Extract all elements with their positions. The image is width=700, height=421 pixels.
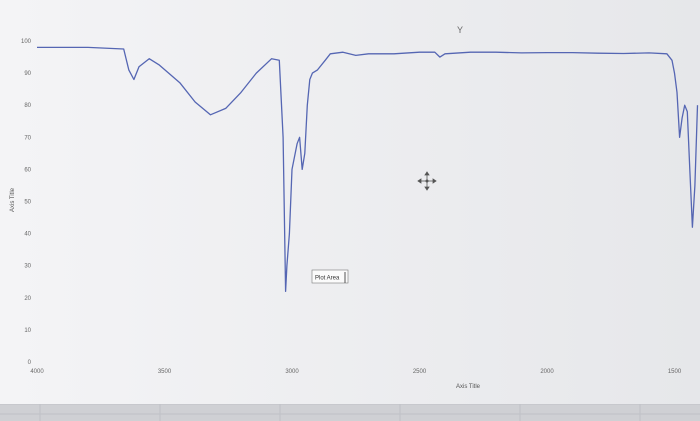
y-tick-label: 50 xyxy=(24,200,31,206)
y-axis-title[interactable]: Axis Title xyxy=(10,187,16,212)
y-tick-label: 70 xyxy=(24,135,31,141)
series-line[interactable] xyxy=(37,46,699,293)
y-tick-label: 60 xyxy=(24,167,31,173)
svg-text:Plot Area: Plot Area xyxy=(315,276,340,282)
x-tick-label: 2000 xyxy=(540,369,554,375)
y-tick-label: 80 xyxy=(24,103,31,109)
plot-area-tooltip: Plot Area xyxy=(311,269,349,284)
chart-title[interactable]: Y xyxy=(457,25,463,35)
x-axis-title[interactable]: Axis Title xyxy=(456,384,481,390)
x-tick-label: 1500 xyxy=(668,369,682,375)
x-axis-tick-labels: 4000 3500 3000 2500 2000 1500 xyxy=(30,369,682,375)
y-tick-label: 90 xyxy=(24,71,31,77)
chart-area[interactable] xyxy=(0,0,700,404)
move-cursor-icon xyxy=(417,171,437,191)
spreadsheet-grid xyxy=(0,403,700,421)
y-tick-label: 100 xyxy=(21,39,32,45)
y-tick-label: 10 xyxy=(24,328,31,334)
x-tick-label: 2500 xyxy=(413,369,427,375)
x-tick-label: 3500 xyxy=(158,369,172,375)
y-axis-tick-labels: 0 10 20 30 40 50 60 70 80 90 100 xyxy=(21,39,32,366)
y-tick-label: 30 xyxy=(24,264,31,270)
x-tick-label: 4000 xyxy=(30,369,44,375)
y-tick-label: 40 xyxy=(24,232,31,238)
x-tick-label: 3000 xyxy=(285,369,299,375)
y-tick-label: 20 xyxy=(24,296,31,302)
y-tick-label: 0 xyxy=(28,360,32,366)
